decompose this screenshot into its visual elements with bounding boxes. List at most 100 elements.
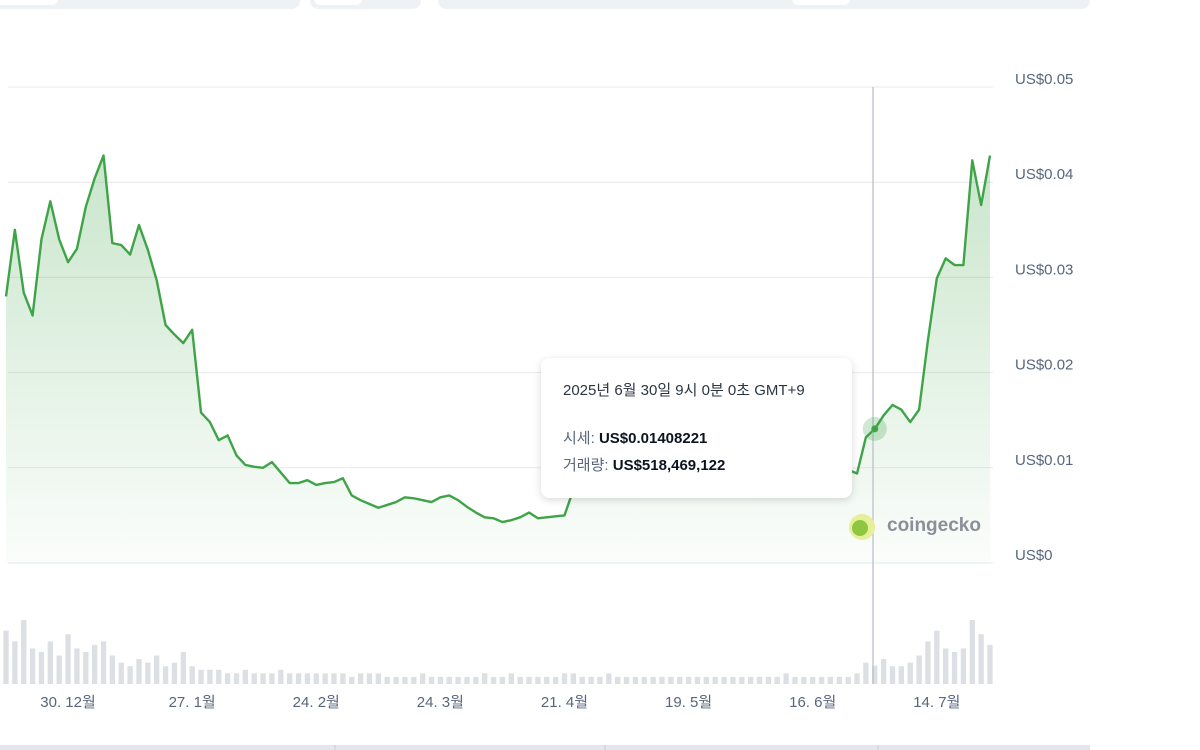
volume-bar	[207, 669, 213, 684]
x-tick-label: 24. 3월	[417, 694, 464, 711]
volume-bar	[109, 655, 116, 684]
x-tick-label: 21. 4월	[541, 694, 588, 711]
volume-bar	[357, 673, 364, 684]
volume-bar	[561, 673, 568, 684]
tooltip: 2025년 6월 30일 9시 0분 0초 GMT+9 시세: US$0.014…	[541, 358, 852, 498]
volume-bar	[934, 630, 940, 684]
volume-bar	[162, 666, 169, 684]
volume-bar	[83, 652, 89, 684]
volume-bar	[38, 652, 45, 684]
volume-bar	[677, 676, 683, 684]
x-tick-label: 30. 12월	[40, 694, 96, 711]
volume-bar	[987, 644, 993, 684]
volume-bar	[366, 673, 373, 684]
volume-bar	[224, 673, 231, 684]
volume-bar	[969, 620, 975, 684]
volume-bar	[588, 676, 594, 684]
volume-bar	[171, 662, 178, 684]
volume-bar	[65, 634, 71, 684]
volume-bar	[535, 676, 541, 684]
volume-bar	[136, 659, 142, 684]
volume-bar	[517, 676, 523, 684]
volume-bar	[818, 676, 825, 684]
volume-bar	[978, 634, 984, 684]
volume-bar	[685, 676, 692, 684]
volume-bar	[570, 673, 577, 684]
volume-bar	[615, 676, 621, 684]
hover-point	[871, 425, 879, 433]
volume-bars	[3, 620, 993, 684]
watermark-text: coingecko	[887, 515, 981, 536]
y-tick-label: US$0.05	[1015, 71, 1073, 88]
volume-bar	[801, 676, 807, 684]
volume-bar	[641, 676, 647, 684]
toolbar-group	[438, 0, 1090, 9]
logo	[852, 520, 868, 536]
volume-bar	[74, 648, 80, 684]
volume-bar	[827, 676, 834, 684]
volume-bar	[730, 676, 736, 684]
volume-bar	[419, 673, 426, 684]
tooltip-label: 시세:	[563, 430, 595, 447]
volume-bar	[216, 669, 222, 684]
volume-bar	[579, 676, 585, 684]
grid: US$0 US$0.01 US$0.02 US$0.03 US$0.04 US$0.05 3…	[8, 71, 1073, 711]
volume-bar	[12, 641, 18, 684]
volume-bar	[29, 648, 36, 684]
y-tick-label: US$0	[1015, 547, 1053, 564]
volume-bar	[632, 676, 639, 684]
volume-bar	[446, 676, 452, 684]
volume-bar	[384, 676, 390, 684]
y-tick-label: US$0.03	[1015, 261, 1073, 278]
volume-bar	[411, 676, 417, 684]
toolbar-button[interactable]	[314, 0, 362, 5]
tooltip-price: 시세: US$0.01408221	[563, 430, 707, 447]
volume-bar	[278, 669, 284, 684]
volume-bar	[659, 676, 665, 684]
volume-bar	[331, 673, 337, 684]
volume-bar	[340, 673, 346, 684]
volume-bar	[898, 666, 905, 684]
tooltip-box	[541, 358, 852, 498]
volume-bar	[349, 676, 355, 684]
x-tick-label: 16. 6월	[789, 694, 836, 711]
tooltip-label: 거래량:	[563, 457, 609, 474]
volume-bar	[606, 673, 612, 684]
volume-bar	[251, 673, 257, 684]
volume-bar	[287, 673, 293, 684]
volume-bar	[836, 676, 842, 684]
volume-bar	[863, 662, 869, 684]
tooltip-value: US$0.01408221	[599, 430, 707, 447]
volume-bar	[783, 673, 789, 684]
volume-bar	[464, 676, 470, 684]
tooltip-value: US$518,469,122	[613, 457, 726, 474]
volume-bar	[765, 676, 772, 684]
volume-bar	[100, 641, 107, 684]
volume-bar	[889, 666, 896, 684]
volume-bar	[304, 673, 311, 684]
volume-bar	[650, 676, 656, 684]
volume-bar	[943, 648, 949, 684]
volume-bar	[907, 662, 913, 684]
y-tick-label: US$0.01	[1015, 452, 1073, 469]
volume-bar	[269, 673, 275, 684]
volume-bar	[180, 652, 186, 684]
volume-bar	[925, 641, 931, 684]
tooltip-volume: 거래량: US$518,469,122	[563, 457, 725, 474]
toolbar-button[interactable]	[792, 0, 850, 5]
volume-bar	[3, 630, 9, 684]
volume-bar	[597, 676, 603, 684]
volume-bar	[951, 652, 958, 684]
bottom-bar	[0, 745, 1090, 750]
tooltip-date: 2025년 6월 30일 9시 0분 0초 GMT+9	[563, 382, 805, 399]
volume-bar	[313, 673, 319, 684]
volume-bar	[118, 662, 124, 684]
volume-bar	[872, 665, 878, 684]
volume-bar	[756, 676, 763, 684]
toolbar-group	[0, 0, 300, 9]
volume-bar	[668, 676, 674, 684]
volume-bar	[473, 676, 479, 684]
toolbar-button[interactable]	[0, 0, 58, 5]
volume-bar	[56, 655, 62, 684]
